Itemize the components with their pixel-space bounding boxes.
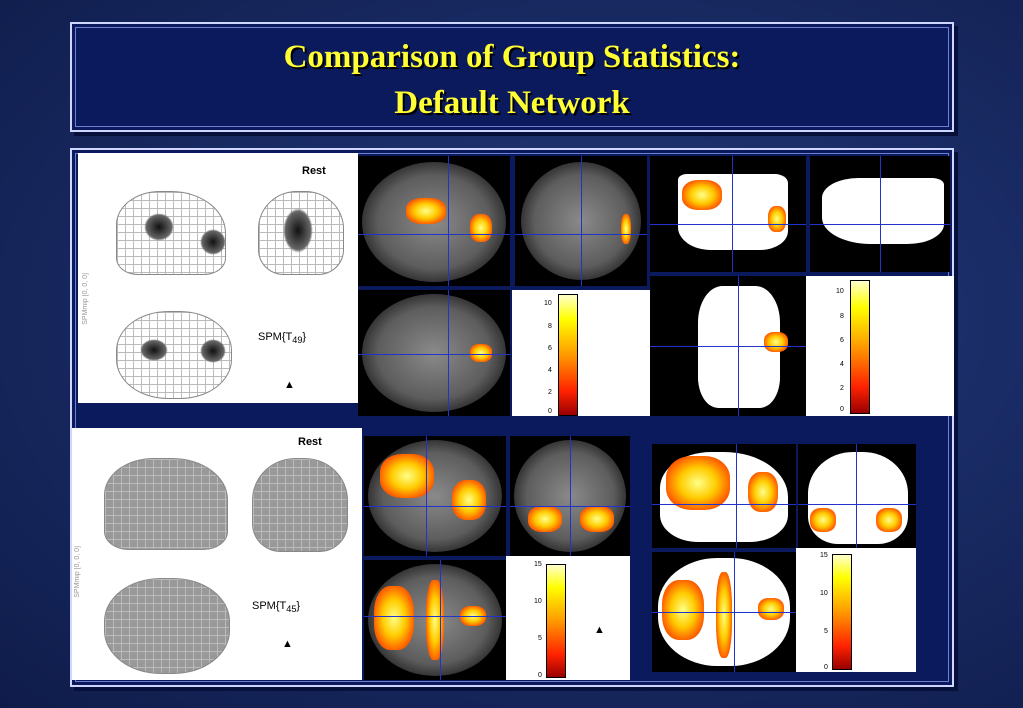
top-cb2-tick-10: 10	[836, 288, 844, 295]
bottom-mask-sagittal	[652, 444, 796, 548]
top-blob-5	[200, 339, 226, 363]
top-mask-axial	[650, 276, 806, 416]
bottom-rest-label: Rest	[298, 436, 322, 448]
title-line-1: Comparison of Group Statistics:	[283, 39, 741, 75]
bottom-glass-brain-panel: Rest SPMmip [0, 0, 0] SPM{T45} ▲	[72, 428, 362, 680]
top-spm-end: }	[302, 331, 307, 343]
bottom-cb2-tick-10: 10	[820, 590, 828, 597]
top-cursor-icon: ▲	[284, 379, 295, 391]
bottom-glass-axial	[104, 578, 230, 674]
top-colorbar-panel-2: 10 8 6 4 2 0	[806, 276, 954, 416]
bottom-cb2-tick-15: 15	[820, 552, 828, 559]
top-colorbar-panel-1: 10 8 6 4 2 0	[512, 290, 650, 416]
bottom-cursor-icon-2: ▲	[594, 624, 605, 636]
bottom-cb1-tick-5: 5	[538, 635, 542, 642]
bottom-axis-label: SPMmip [0, 0, 0]	[74, 546, 81, 598]
bottom-mask-coronal	[798, 444, 916, 548]
bottom-mri-sagittal	[364, 436, 506, 556]
top-cb1-tick-10: 10	[544, 300, 552, 307]
top-blob-4	[140, 339, 168, 361]
bottom-spm-end: }	[296, 600, 301, 612]
bottom-spm-label: SPM{T45}	[252, 600, 300, 614]
top-cb1-tick-0: 0	[548, 408, 552, 415]
top-cb1-tick-4: 4	[548, 367, 552, 374]
top-cb2-tick-8: 8	[840, 313, 844, 320]
bottom-colorbar-1	[546, 564, 566, 678]
top-mri-coronal	[515, 156, 647, 286]
bottom-mask-axial	[652, 552, 796, 672]
bottom-glass-sagittal	[104, 458, 228, 550]
bottom-spm-sub: 45	[286, 604, 297, 615]
top-mask-coronal	[810, 156, 950, 272]
top-blob-3	[283, 208, 313, 253]
top-cb1-tick-6: 6	[548, 345, 552, 352]
top-cb2-tick-4: 4	[840, 361, 844, 368]
top-mri-sagittal	[358, 156, 510, 286]
top-cb1-tick-2: 2	[548, 389, 552, 396]
top-cb2-tick-6: 6	[840, 337, 844, 344]
top-blob-2	[200, 229, 226, 255]
top-blob-1	[144, 213, 174, 241]
bottom-glass-coronal	[252, 458, 348, 552]
bottom-colorbar-panel-2: 15 10 5 0	[796, 548, 916, 672]
bottom-colorbar-panel-1: 15 10 5 0 ▲	[506, 556, 630, 680]
top-spm-label: SPM{T49}	[258, 331, 306, 345]
bottom-colorbar-2	[832, 554, 852, 670]
bottom-mri-axial	[364, 560, 506, 680]
top-glass-brain-panel: Rest SPMmip [0, 0, 0] SPM{T49} ▲	[78, 153, 358, 403]
bottom-cursor-icon: ▲	[282, 638, 293, 650]
top-mri-axial	[358, 290, 510, 416]
top-rest-label: Rest	[302, 165, 326, 177]
bottom-mri-coronal	[510, 436, 630, 556]
bottom-cb2-tick-0: 0	[824, 664, 828, 671]
title-line-2: Default Network	[394, 85, 630, 121]
top-axis-label: SPMmip [0, 0, 0]	[82, 273, 89, 325]
title-box: Comparison of Group Statistics: Default …	[70, 22, 954, 132]
top-cb2-tick-0: 0	[840, 406, 844, 413]
bottom-spm-base: SPM{T	[252, 600, 287, 612]
top-cb1-tick-8: 8	[548, 323, 552, 330]
top-mask-sagittal	[650, 156, 806, 272]
top-colorbar-2	[850, 280, 870, 414]
slide-title: Comparison of Group Statistics: Default …	[72, 34, 952, 126]
top-spm-sub: 49	[292, 335, 303, 346]
bottom-cb1-tick-15: 15	[534, 561, 542, 568]
top-colorbar-1	[558, 294, 578, 416]
top-cb2-tick-2: 2	[840, 385, 844, 392]
top-spm-base: SPM{T	[258, 331, 293, 343]
bottom-cb2-tick-5: 5	[824, 628, 828, 635]
bottom-cb1-tick-0: 0	[538, 672, 542, 679]
bottom-cb1-tick-10: 10	[534, 598, 542, 605]
